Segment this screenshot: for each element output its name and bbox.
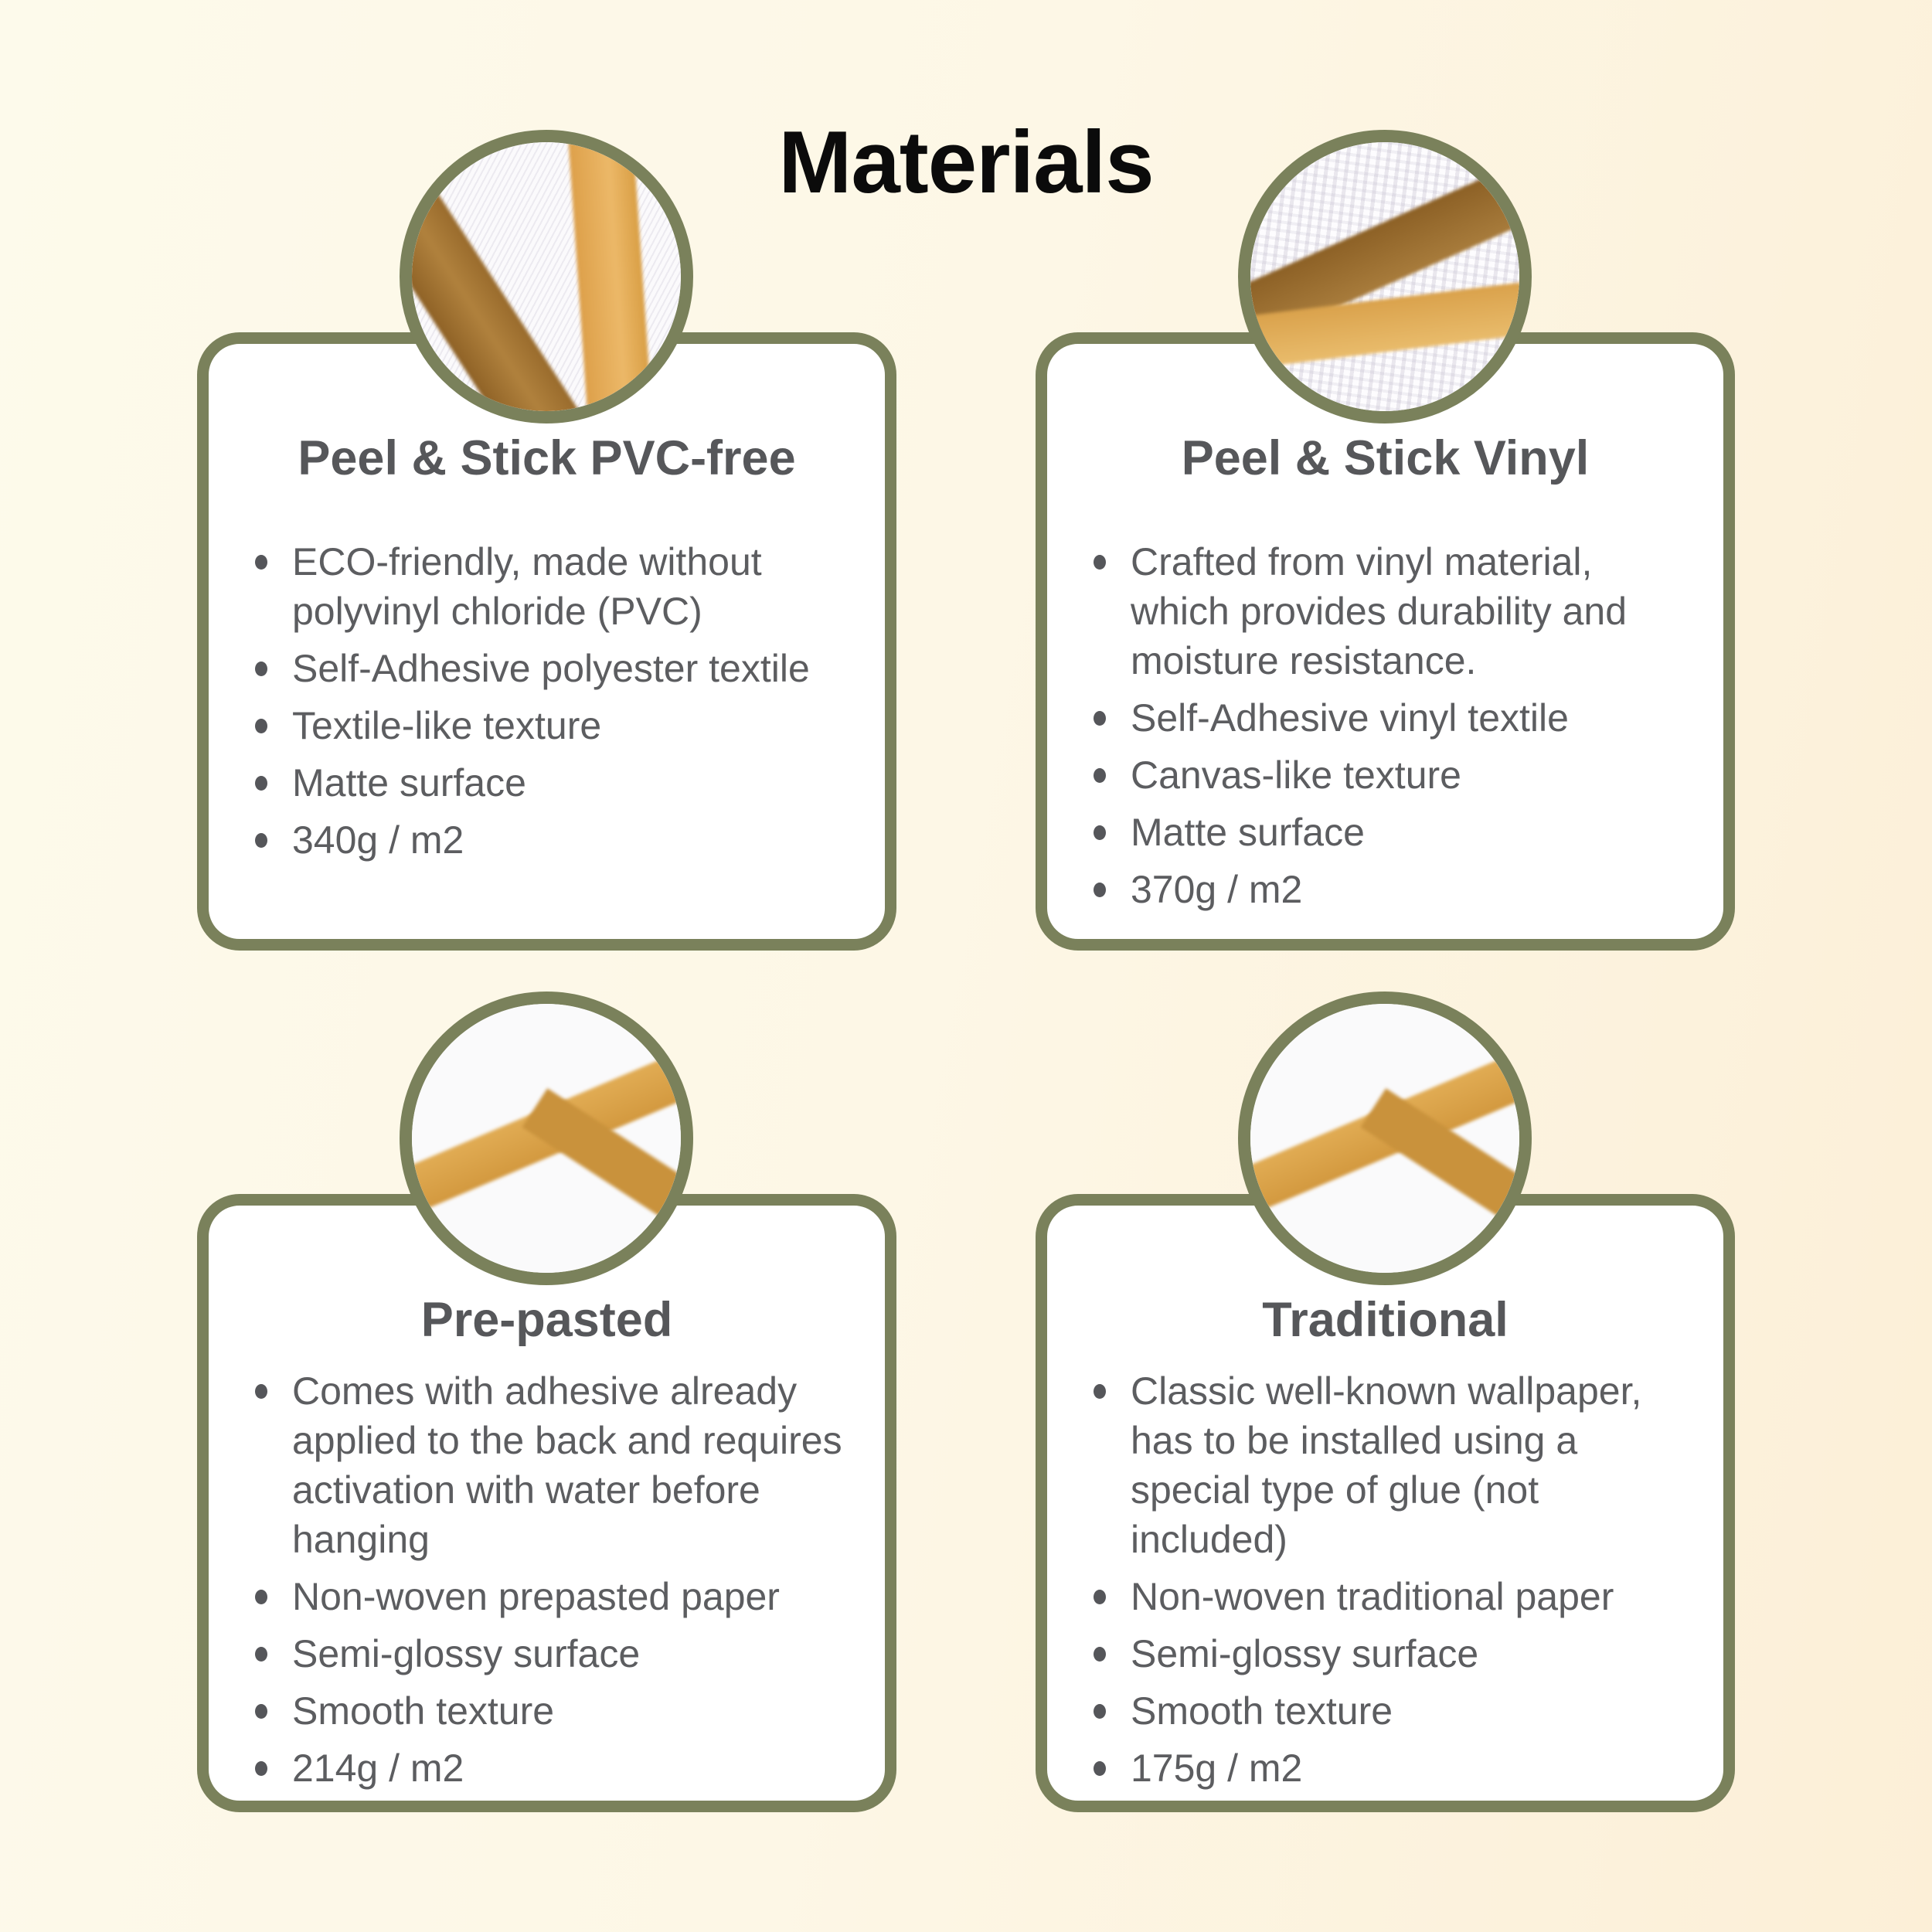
bullet-item: Comes with adhesive already applied to t… <box>249 1366 845 1564</box>
smooth-paper-texture-photo <box>412 1004 681 1273</box>
swatch-stripe-dark <box>412 142 597 411</box>
material-swatch-vinyl <box>1238 130 1532 423</box>
material-swatch-pvc-free <box>400 130 693 423</box>
bullet-item: Matte surface <box>1087 808 1683 857</box>
bullet-item: Smooth texture <box>249 1686 845 1736</box>
bullet-item: Non-woven traditional paper <box>1087 1572 1683 1621</box>
bullet-item: Textile-like texture <box>249 701 845 750</box>
smooth-paper-texture-photo <box>1250 1004 1519 1273</box>
card-heading: Pre-pasted <box>420 1293 673 1347</box>
material-swatch-pre-pasted <box>400 992 693 1285</box>
bullet-item: Canvas-like texture <box>1087 750 1683 800</box>
card-heading: Traditional <box>1262 1293 1509 1347</box>
card-traditional: Traditional Classic well-known wallpaper… <box>1036 1194 1735 1812</box>
bullet-item: Semi-glossy surface <box>249 1629 845 1679</box>
card-bullet-list: Comes with adhesive already applied to t… <box>249 1366 845 1793</box>
bullet-item: Self-Adhesive polyester textile <box>249 644 845 693</box>
card-bullet-list: Classic well-known wallpaper, has to be … <box>1087 1366 1683 1793</box>
bullet-item: Semi-glossy surface <box>1087 1629 1683 1679</box>
card-heading: Peel & Stick PVC-free <box>298 431 796 485</box>
card-heading: Peel & Stick Vinyl <box>1181 431 1590 485</box>
card-bullet-list: Crafted from vinyl material, which provi… <box>1087 537 1683 914</box>
bullet-item: Smooth texture <box>1087 1686 1683 1736</box>
bullet-item: Self-Adhesive vinyl textile <box>1087 693 1683 743</box>
bullet-item: 175g / m2 <box>1087 1743 1683 1793</box>
card-bullet-list: ECO-friendly, made without polyvinyl chl… <box>249 537 845 865</box>
swatch-stripe-gold <box>566 142 657 411</box>
bullet-item: 340g / m2 <box>249 815 845 865</box>
bullet-item: 214g / m2 <box>249 1743 845 1793</box>
material-swatch-traditional <box>1238 992 1532 1285</box>
bullet-item: Crafted from vinyl material, which provi… <box>1087 537 1683 685</box>
bullet-item: Matte surface <box>249 758 845 808</box>
page-title: Materials <box>778 114 1154 213</box>
card-pre-pasted: Pre-pasted Comes with adhesive already a… <box>197 1194 896 1812</box>
canvas-texture-photo <box>1250 142 1519 411</box>
bullet-item: Non-woven prepasted paper <box>249 1572 845 1621</box>
card-peel-stick-vinyl: Peel & Stick Vinyl Crafted from vinyl ma… <box>1036 332 1735 951</box>
bullet-item: 370g / m2 <box>1087 865 1683 914</box>
bullet-item: ECO-friendly, made without polyvinyl chl… <box>249 537 845 636</box>
bullet-item: Classic well-known wallpaper, has to be … <box>1087 1366 1683 1564</box>
card-peel-stick-pvc-free: Peel & Stick PVC-free ECO-friendly, made… <box>197 332 896 951</box>
textile-texture-photo <box>412 142 681 411</box>
